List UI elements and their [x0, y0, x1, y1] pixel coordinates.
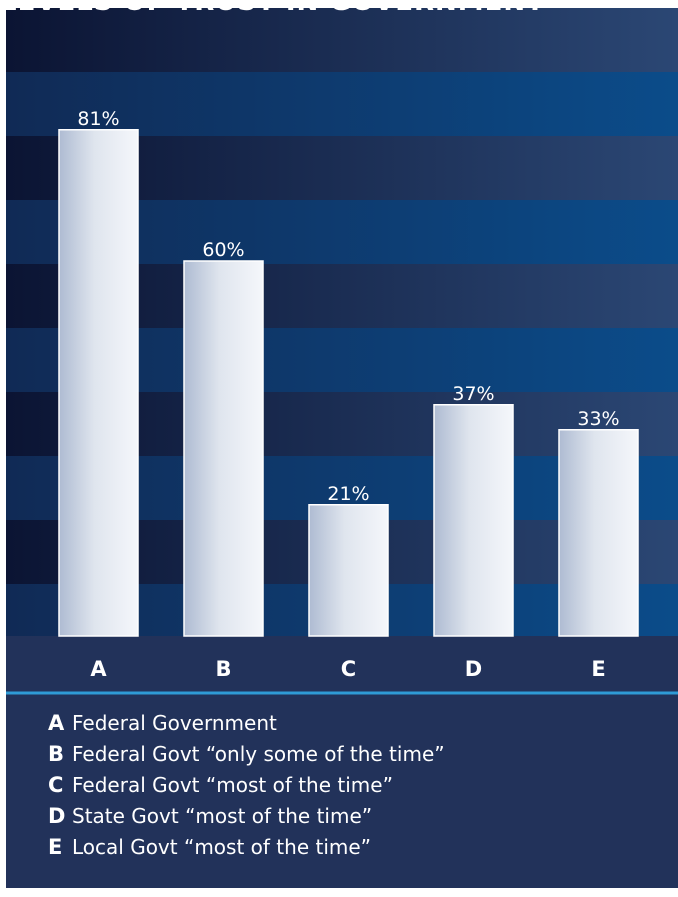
legend-label: Federal Govt “only some of the time”	[72, 739, 445, 770]
legend-label: Local Govt “most of the time”	[72, 832, 371, 863]
legend-item-c: C Federal Govt “most of the time”	[48, 770, 648, 801]
legend-key: D	[48, 801, 72, 832]
legend-item-d: D State Govt “most of the time”	[48, 801, 648, 832]
legend: A Federal Government B Federal Govt “only s…	[48, 708, 648, 863]
value-label-c: 21%	[327, 483, 369, 505]
legend-key: A	[48, 708, 72, 739]
category-label-c: C	[341, 657, 356, 681]
bar-c	[309, 505, 388, 636]
bar-b	[184, 261, 263, 636]
legend-item-b: B Federal Govt “only some of the time”	[48, 739, 648, 770]
value-label-b: 60%	[202, 239, 244, 261]
legend-label: State Govt “most of the time”	[72, 801, 372, 832]
bar-e	[559, 430, 638, 636]
category-label-a: A	[90, 657, 107, 681]
legend-item-e: E Local Govt “most of the time”	[48, 832, 648, 863]
value-label-d: 37%	[452, 383, 494, 405]
bar-d	[434, 405, 513, 636]
legend-label: Federal Government	[72, 708, 277, 739]
legend-key: E	[48, 832, 72, 863]
bar-a	[59, 130, 138, 636]
value-label-e: 33%	[577, 408, 619, 430]
category-label-d: D	[465, 657, 482, 681]
background-stripe	[6, 8, 678, 72]
category-labels-group: A B C D E	[90, 657, 605, 681]
chart-title: LEVELS OF TRUST IN GOVERNMENT	[0, 0, 678, 13]
legend-key: C	[48, 770, 72, 801]
legend-key: B	[48, 739, 72, 770]
category-label-e: E	[591, 657, 605, 681]
legend-label: Federal Govt “most of the time”	[72, 770, 393, 801]
value-label-a: 81%	[77, 108, 119, 130]
legend-item-a: A Federal Government	[48, 708, 648, 739]
category-label-b: B	[215, 657, 231, 681]
